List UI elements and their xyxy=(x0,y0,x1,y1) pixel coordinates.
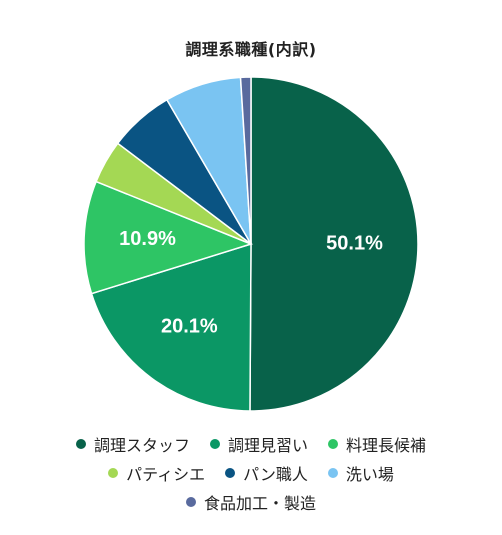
legend-item-dishwasher: 洗い場 xyxy=(327,461,394,485)
legend-item-head-chef-candidate: 料理長候補 xyxy=(328,432,426,456)
legend-swatch-head-chef-candidate xyxy=(328,439,338,449)
pie-slice-head-chef-candidate xyxy=(83,180,254,295)
legend-label-baker: パン職人 xyxy=(243,465,308,484)
legend-label-cook-apprentice: 調理見習い xyxy=(227,436,308,455)
legend-swatch-baker xyxy=(225,468,236,478)
chart-title: 調理系職種(内訳) xyxy=(185,40,317,59)
legend-row-3: 食品加工・製造 xyxy=(0,490,502,514)
legend-item-patissier: パティシエ xyxy=(108,461,205,485)
legend-label-cook-staff: 調理スタッフ xyxy=(93,436,190,455)
legend-item-baker: パン職人 xyxy=(225,461,308,485)
legend-swatch-food-processing xyxy=(185,497,196,507)
legend-swatch-dishwasher xyxy=(327,468,338,478)
legend-label-head-chef-candidate: 料理長候補 xyxy=(346,436,427,455)
pie-slice-food-processing xyxy=(239,76,252,245)
legend-item-cook-staff: 調理スタッフ xyxy=(75,432,190,456)
legend-label-food-processing: 食品加工・製造 xyxy=(203,494,316,513)
legend-label-patissier: パティシエ xyxy=(126,465,206,484)
data-label-cook-staff: 50.1% xyxy=(326,233,383,255)
legend-label-dishwasher: 洗い場 xyxy=(345,465,394,484)
pie-chart: 50.1% 20.1% 10.9% xyxy=(83,76,419,412)
data-label-head-chef-candidate: 10.9% xyxy=(119,228,176,250)
legend-swatch-cook-staff xyxy=(75,439,86,449)
pie-slice-cook-staff xyxy=(249,76,419,412)
data-label-cook-apprentice: 20.1% xyxy=(161,315,218,337)
legend-item-cook-apprentice: 調理見習い xyxy=(209,432,308,456)
legend-swatch-patissier xyxy=(108,468,119,478)
legend-item-food-processing: 食品加工・製造 xyxy=(185,490,316,514)
legend-row-1: 調理スタッフ 調理見習い 料理長候補 xyxy=(0,432,502,456)
legend-swatch-cook-apprentice xyxy=(209,439,220,449)
legend-row-2: パティシエ パン職人 洗い場 xyxy=(0,461,502,485)
pie-slice-cook-apprentice xyxy=(90,242,252,412)
